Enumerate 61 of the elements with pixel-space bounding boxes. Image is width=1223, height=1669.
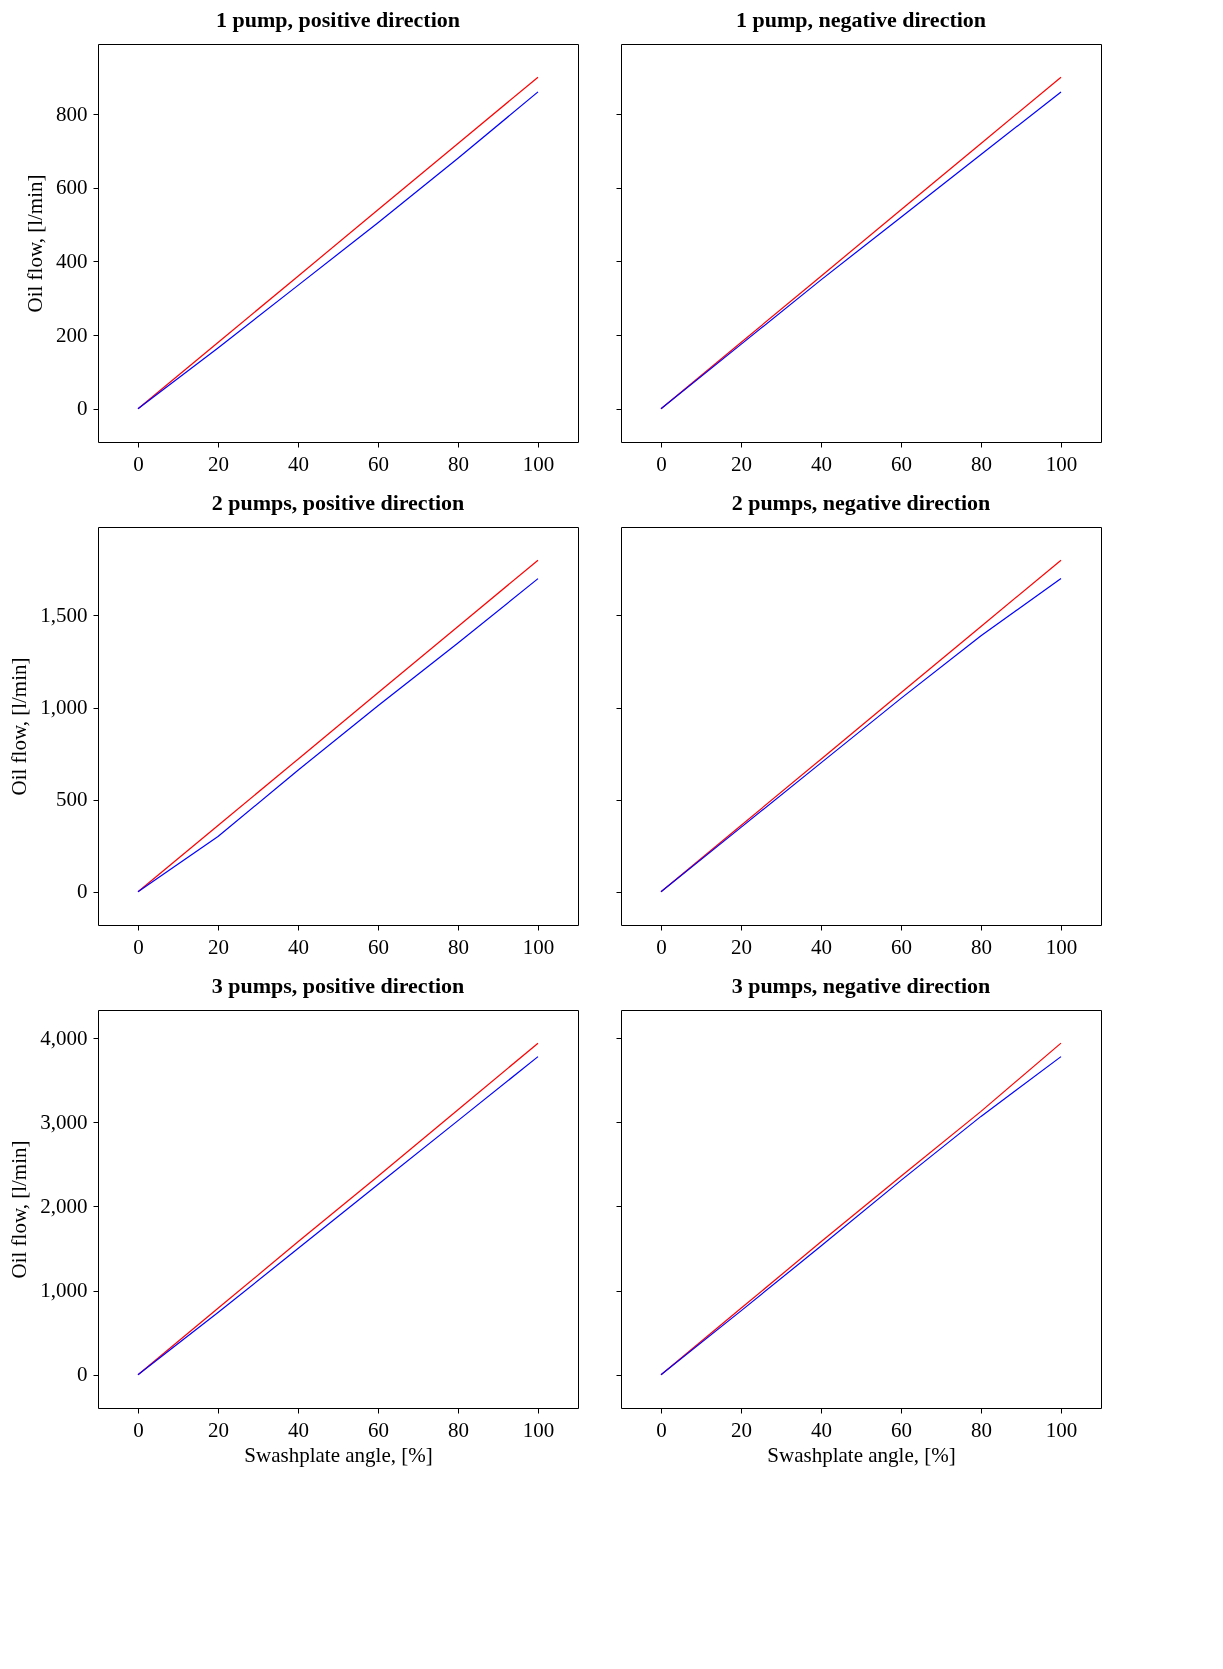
y-tick-label: 600 [56, 175, 88, 200]
x-tick-label: 0 [656, 1417, 667, 1442]
x-tick-label: 0 [133, 451, 144, 476]
y-tick-label: 4,000 [40, 1025, 88, 1050]
y-tick-label: 800 [56, 101, 88, 126]
y-tick-label: 1,500 [40, 602, 88, 627]
y-tick-label: 0 [77, 396, 88, 421]
y-tick-label: 1,000 [40, 1278, 88, 1303]
x-tick-label: 100 [1045, 1417, 1078, 1442]
x-tick-label: 20 [731, 934, 752, 959]
x-axis-title: Swashplate angle, [%] [244, 1442, 433, 1467]
y-axis-title: Oil flow, [l/min] [23, 174, 47, 313]
x-tick-label: 80 [971, 1417, 992, 1442]
y-tick-label: 1,000 [40, 695, 88, 720]
chart-title: 2 pumps, negative direction [731, 490, 991, 515]
x-tick-label: 20 [208, 934, 229, 959]
x-tick-label: 100 [522, 934, 555, 959]
x-tick-label: 0 [656, 451, 667, 476]
x-tick-label: 60 [891, 451, 912, 476]
x-tick-label: 40 [288, 451, 309, 476]
x-tick-label: 80 [448, 451, 469, 476]
x-tick-label: 60 [368, 934, 389, 959]
x-axis-title: Swashplate angle, [%] [767, 1442, 956, 1467]
x-tick-label: 80 [448, 1417, 469, 1442]
x-tick-label: 80 [448, 934, 469, 959]
x-tick-label: 80 [971, 451, 992, 476]
chart-title: 1 pump, negative direction [735, 7, 987, 32]
chart-title: 2 pumps, positive direction [211, 490, 465, 515]
x-tick-label: 20 [731, 451, 752, 476]
x-tick-label: 60 [368, 1417, 389, 1442]
x-tick-label: 60 [368, 451, 389, 476]
x-tick-label: 80 [971, 934, 992, 959]
x-tick-label: 20 [208, 451, 229, 476]
x-tick-label: 0 [133, 1417, 144, 1442]
x-tick-label: 40 [288, 1417, 309, 1442]
x-tick-label: 100 [1045, 451, 1078, 476]
y-tick-label: 0 [77, 1362, 88, 1387]
y-axis-title: Oil flow, [l/min] [7, 657, 32, 796]
x-tick-label: 20 [208, 1417, 229, 1442]
y-tick-label: 3,000 [40, 1109, 88, 1134]
x-tick-label: 40 [811, 451, 832, 476]
x-tick-label: 100 [522, 451, 555, 476]
x-tick-label: 60 [891, 934, 912, 959]
y-axis-title: Oil flow, [l/min] [7, 1140, 32, 1279]
chart-title: 3 pumps, positive direction [211, 973, 465, 998]
y-tick-label: 400 [56, 248, 88, 273]
chart-title: 3 pumps, negative direction [731, 973, 991, 998]
x-tick-label: 100 [522, 1417, 555, 1442]
x-tick-label: 60 [891, 1417, 912, 1442]
y-tick-label: 500 [56, 787, 88, 812]
y-tick-label: 2,000 [40, 1193, 88, 1218]
x-tick-label: 20 [731, 1417, 752, 1442]
y-tick-label: 200 [56, 322, 88, 347]
x-tick-label: 100 [1045, 934, 1078, 959]
x-tick-label: 0 [656, 934, 667, 959]
y-tick-label: 0 [77, 879, 88, 904]
x-tick-label: 40 [811, 934, 832, 959]
x-tick-label: 40 [288, 934, 309, 959]
x-tick-label: 0 [133, 934, 144, 959]
chart-title: 1 pump, positive direction [215, 7, 461, 32]
x-tick-label: 40 [811, 1417, 832, 1442]
